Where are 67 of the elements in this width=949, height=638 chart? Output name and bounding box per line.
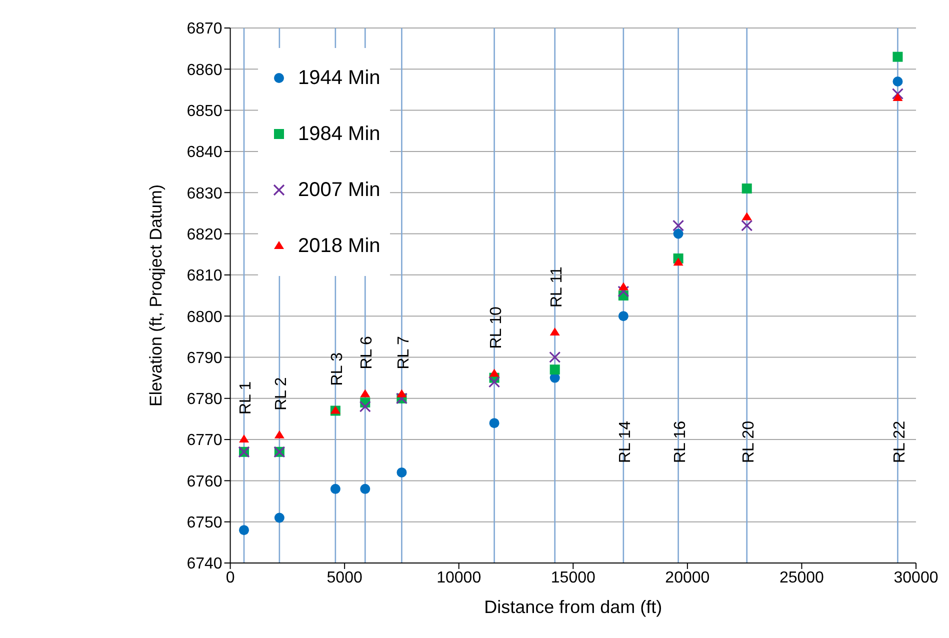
point bbox=[396, 389, 407, 398]
y-tick-label: 6740 bbox=[186, 556, 222, 573]
point bbox=[618, 286, 630, 298]
ref-line-label: RL 10 bbox=[488, 306, 505, 349]
ref-line-label: RL 3 bbox=[329, 352, 346, 386]
point bbox=[274, 430, 284, 438]
point bbox=[489, 368, 500, 377]
point bbox=[550, 364, 560, 375]
point bbox=[892, 76, 903, 86]
point bbox=[741, 220, 753, 232]
x-tick-label: 10000 bbox=[436, 569, 482, 586]
point bbox=[274, 512, 284, 523]
point bbox=[550, 328, 560, 336]
ref-line-label: RL 7 bbox=[395, 336, 412, 370]
y-tick-label: 6860 bbox=[186, 62, 222, 79]
y-tick-label: 6820 bbox=[186, 226, 222, 244]
y-tick-label: 6800 bbox=[186, 308, 222, 326]
y-tick-label: 6810 bbox=[186, 268, 222, 285]
legend-label: 1984 Min bbox=[298, 122, 380, 146]
point bbox=[238, 525, 249, 536]
y-tick-label: 6850 bbox=[186, 102, 222, 120]
legend-label: 2018 Min bbox=[298, 234, 380, 258]
y-tick-label: 6790 bbox=[186, 350, 222, 367]
legend-label: 2007 Min bbox=[298, 178, 380, 202]
point bbox=[549, 351, 561, 364]
ref-line-label: RL 22 bbox=[891, 420, 908, 463]
point bbox=[618, 282, 628, 290]
ref-line-label: RL 11 bbox=[548, 266, 566, 308]
point bbox=[360, 389, 370, 398]
point bbox=[330, 484, 340, 494]
point bbox=[360, 484, 370, 494]
x-tick-label: 15000 bbox=[550, 569, 596, 586]
y-tick-label: 6840 bbox=[186, 144, 222, 162]
point bbox=[672, 220, 684, 232]
ref-line-label: RL 2 bbox=[273, 377, 290, 410]
ref-line-label: RL 1 bbox=[238, 381, 255, 415]
point bbox=[892, 92, 903, 101]
x-tick-label: 5000 bbox=[326, 569, 362, 586]
ref-line-label: RL 6 bbox=[358, 336, 376, 370]
point bbox=[238, 434, 249, 443]
point bbox=[618, 311, 628, 322]
y-tick-label: 6750 bbox=[186, 514, 222, 532]
point bbox=[892, 52, 903, 62]
x-tick-label: 0 bbox=[226, 569, 235, 586]
y-tick-label: 6870 bbox=[186, 20, 222, 38]
y-tick-label: 6780 bbox=[186, 391, 222, 408]
point bbox=[488, 376, 500, 388]
ref-line-label: RL 14 bbox=[617, 420, 634, 463]
x-tick-label: 25000 bbox=[779, 569, 824, 586]
legend-label: 1944 Min bbox=[298, 66, 380, 90]
ref-line-label: RL 16 bbox=[672, 420, 689, 463]
y-tick-label: 6830 bbox=[186, 185, 222, 202]
point bbox=[673, 258, 684, 266]
x-tick-label: 30000 bbox=[894, 569, 938, 586]
ref-line-label: RL 20 bbox=[740, 420, 758, 463]
x-tick-label: 20000 bbox=[665, 569, 710, 586]
y-axis-title: Elevation (ft, Proqject Datum) bbox=[146, 184, 166, 407]
y-tick-label: 6770 bbox=[186, 432, 222, 450]
point bbox=[673, 228, 684, 239]
point bbox=[396, 467, 407, 478]
x-axis-title: Distance from dam (ft) bbox=[484, 597, 662, 617]
point bbox=[742, 184, 752, 194]
point bbox=[892, 88, 904, 100]
y-tick-label: 6760 bbox=[186, 473, 222, 490]
point bbox=[742, 212, 752, 220]
point bbox=[489, 418, 500, 428]
point bbox=[359, 400, 371, 412]
